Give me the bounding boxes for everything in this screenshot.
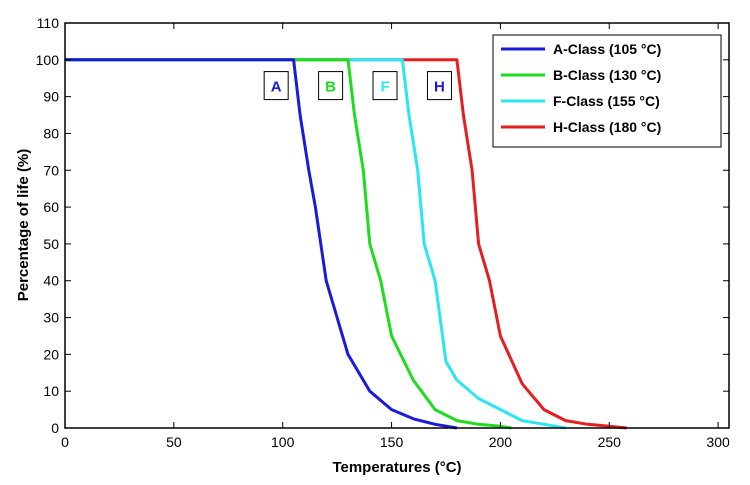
x-tick-label-1: 50 xyxy=(166,434,182,450)
legend-label-3: H-Class (180 °C) xyxy=(553,119,661,135)
legend-label-1: B-Class (130 °C) xyxy=(553,67,661,83)
legend: A-Class (105 °C) B-Class (130 °C) F-Class … xyxy=(492,34,722,148)
y-tick-label-2: 20 xyxy=(43,346,59,362)
x-tick-label-6: 300 xyxy=(706,434,730,450)
series-line-2 xyxy=(65,58,566,430)
series-line-3 xyxy=(65,58,627,430)
x-tick-label-3: 150 xyxy=(380,434,404,450)
y-tick-label-1: 10 xyxy=(43,383,59,399)
x-tick-label-4: 200 xyxy=(489,434,513,450)
y-tick-label-7: 70 xyxy=(43,162,59,178)
x-axis-label: Temperatures (°C) xyxy=(332,459,461,476)
y-tick-label-0: 0 xyxy=(51,420,59,436)
annotation-label-1: B xyxy=(325,79,336,96)
series-layer xyxy=(65,58,627,430)
y-tick-label-8: 80 xyxy=(43,125,59,141)
annotation-box-3 xyxy=(426,71,452,101)
x-tick-label-5: 250 xyxy=(598,434,622,450)
y-axis-label: Percentage of life (%) xyxy=(15,149,32,302)
y-tick-label-3: 30 xyxy=(43,310,59,326)
x-tick-label-0: 0 xyxy=(61,434,69,450)
y-tick-label-10: 100 xyxy=(36,52,60,68)
annotation-box-2 xyxy=(372,71,398,101)
y-tick-label-5: 50 xyxy=(43,236,59,252)
y-tick-label-6: 60 xyxy=(43,199,59,215)
tick-layer: 0 50 100 150 200 250 300 0 10 20 30 40 50 60 70 80 90 100… xyxy=(36,15,730,450)
legend-label-2: F-Class (155 °C) xyxy=(553,93,660,109)
legend-label-0: A-Class (105 °C) xyxy=(553,41,661,57)
plot-frame xyxy=(64,22,730,429)
x-tick-label-2: 100 xyxy=(271,434,295,450)
series-line-1 xyxy=(65,58,512,430)
annotation-box-0 xyxy=(263,71,289,101)
annotation-label-2: F xyxy=(380,79,389,96)
annotation-label-3: H xyxy=(434,79,445,96)
y-tick-label-4: 40 xyxy=(43,273,59,289)
annotation-box-1 xyxy=(318,71,344,101)
y-tick-label-9: 90 xyxy=(43,89,59,105)
y-tick-label-11: 110 xyxy=(37,15,60,31)
annotation-label-0: A xyxy=(271,79,282,96)
series-line-0 xyxy=(65,58,458,430)
